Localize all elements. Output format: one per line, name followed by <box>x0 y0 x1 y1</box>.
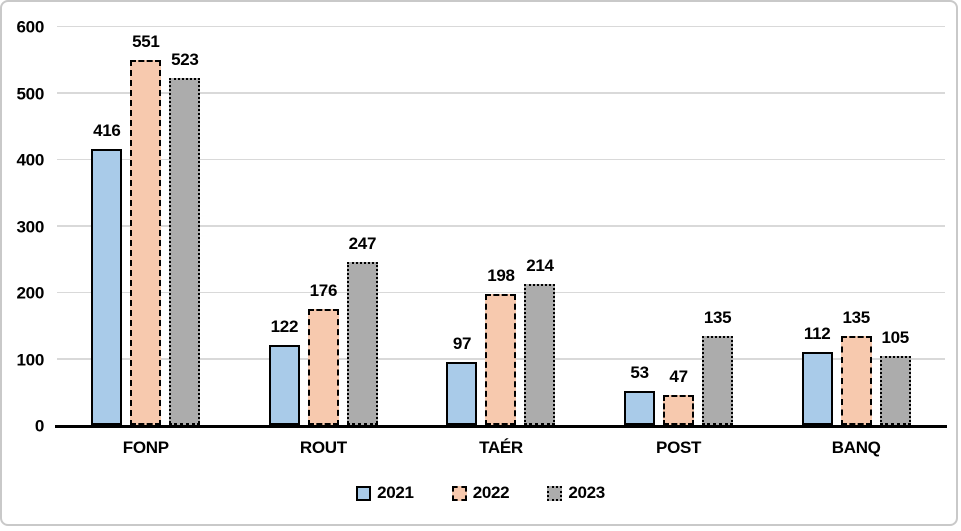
bar-2021-TAÉR: 97 <box>446 334 478 426</box>
legend-label-2022: 2022 <box>472 483 510 502</box>
value-label-2022-ROUT: 176 <box>309 280 338 300</box>
gridline-500 <box>57 92 945 94</box>
legend-item-2022: 2022 <box>451 483 510 503</box>
legend-swatch-2022 <box>451 485 467 501</box>
gridline-300 <box>57 225 945 227</box>
bar-2022-POST: 47 <box>663 367 695 426</box>
legend-swatch-2023 <box>547 485 563 501</box>
category-label-POST: POST <box>656 438 702 457</box>
bar-2022-BANQ: 135 <box>840 308 872 426</box>
legend-label-2023: 2023 <box>568 483 605 502</box>
bar-2022-FONP: 551 <box>130 32 162 426</box>
bar-2023-TAÉR: 214 <box>524 256 556 426</box>
bar-2021-POST: 53 <box>624 363 656 426</box>
category-label-TAÉR: TAÉR <box>479 438 523 457</box>
category-label-FONP: FONP <box>122 438 169 457</box>
bar-group-FONP: 416 551 523 <box>57 27 235 426</box>
bar-2023-POST: 135 <box>702 308 734 426</box>
value-label-2021-POST: 53 <box>630 362 649 382</box>
bar-2021-BANQ: 112 <box>801 324 833 426</box>
value-label-2021-FONP: 416 <box>93 121 121 141</box>
y-tick-label-500: 500 <box>16 84 45 103</box>
legend-item-2021: 2021 <box>356 483 414 503</box>
y-tick-label-100: 100 <box>16 350 45 369</box>
gridline-600 <box>57 25 945 27</box>
x-axis-line <box>55 424 947 428</box>
y-tick-label-400: 400 <box>16 150 45 170</box>
value-label-2023-BANQ: 105 <box>881 328 909 348</box>
legend: 2021 2022 2023 <box>0 483 961 503</box>
bar-groups: 416 551 523 122 176 247 97 198 214 53 47 135 112 135 1… <box>57 27 945 426</box>
y-tick-label-300: 300 <box>16 217 45 236</box>
value-label-2022-BANQ: 135 <box>842 308 870 328</box>
value-label-2021-ROUT: 122 <box>270 316 299 336</box>
y-tick-label-0: 0 <box>34 416 44 436</box>
y-tick-label-600: 600 <box>16 17 45 37</box>
value-label-2023-TAÉR: 214 <box>526 255 554 275</box>
legend-swatch-2021 <box>356 485 372 501</box>
gridline-200 <box>57 291 945 293</box>
value-label-2022-POST: 47 <box>669 366 688 386</box>
category-label-ROUT: ROUT <box>299 438 347 457</box>
bar-2023-FONP: 523 <box>169 50 201 426</box>
bar-group-ROUT: 122 176 247 <box>235 27 413 426</box>
value-label-2021-TAÉR: 97 <box>452 333 472 353</box>
value-label-2022-FONP: 551 <box>132 31 160 51</box>
bar-group-POST: 53 47 135 <box>590 27 768 426</box>
bar-2021-FONP: 416 <box>91 121 123 426</box>
value-label-2023-POST: 135 <box>703 308 732 328</box>
plot-area: 416 551 523 122 176 247 97 198 214 53 47 135 112 135 1… <box>55 25 947 428</box>
bar-2023-BANQ: 105 <box>879 328 911 426</box>
value-label-2022-TAÉR: 198 <box>487 266 515 286</box>
value-label-2023-FONP: 523 <box>171 50 199 70</box>
legend-label-2021: 2021 <box>377 483 414 502</box>
gridline-400 <box>57 158 945 160</box>
value-label-2021-BANQ: 112 <box>803 323 831 343</box>
category-label-BANQ: BANQ <box>831 438 881 457</box>
bar-group-TAÉR: 97 198 214 <box>412 27 590 426</box>
bar-2022-ROUT: 176 <box>307 281 339 426</box>
y-tick-label-200: 200 <box>16 283 45 303</box>
y-axis: 0 100 200 300 400 500 600 <box>0 19 45 435</box>
x-axis-labels: FONP ROUT TAÉR POST BANQ <box>57 438 945 458</box>
bar-2023-ROUT: 247 <box>346 234 378 426</box>
bar-group-BANQ: 112 135 105 <box>767 27 945 426</box>
legend-item-2023: 2023 <box>547 483 605 503</box>
bar-2021-ROUT: 122 <box>268 317 300 426</box>
value-label-2023-ROUT: 247 <box>348 233 377 253</box>
bar-2022-TAÉR: 198 <box>485 266 517 426</box>
